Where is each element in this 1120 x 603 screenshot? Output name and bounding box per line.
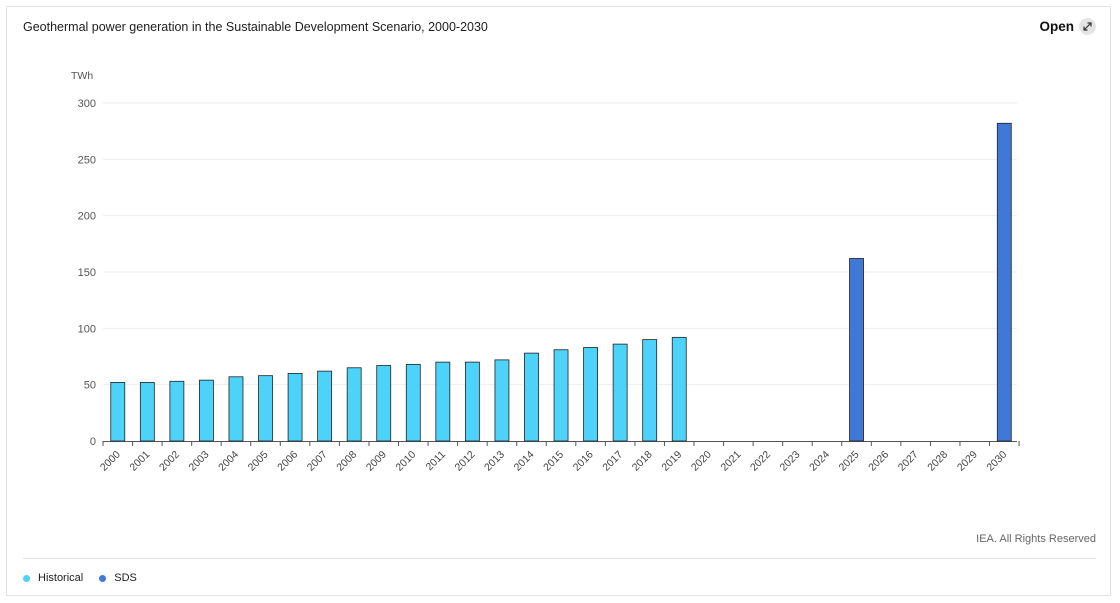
x-tick-label-2004: 2004	[216, 449, 241, 474]
x-tick-label-2009: 2009	[364, 449, 389, 474]
x-tick-label-2028: 2028	[925, 449, 950, 474]
bar-historical-2001	[139, 382, 155, 442]
chart-title: Geothermal power generation in the Susta…	[23, 20, 488, 34]
bar-historical-2004	[228, 376, 244, 442]
y-tick-label: 100	[78, 323, 96, 335]
x-tick-label-2010: 2010	[393, 449, 418, 474]
y-tick-label: 150	[78, 267, 96, 279]
open-label: Open	[1039, 19, 1074, 34]
legend-item-historical[interactable]: Historical	[23, 572, 83, 584]
x-tick-label-2016: 2016	[571, 449, 596, 474]
bar-historical-2008	[346, 367, 362, 442]
x-tick-label-2014: 2014	[512, 449, 537, 474]
legend-swatch-sds	[99, 574, 107, 582]
chart-card: Geothermal power generation in the Susta…	[6, 6, 1111, 596]
bar-historical-2000	[110, 382, 126, 442]
copyright-note: IEA. All Rights Reserved	[976, 533, 1096, 545]
x-tick-label-2017: 2017	[600, 449, 625, 474]
bar-historical-2003	[199, 379, 214, 442]
bar-historical-2015	[553, 349, 569, 442]
open-button[interactable]: Open	[1039, 18, 1096, 35]
bar-sds-2025	[849, 258, 864, 442]
x-tick-label-2022: 2022	[748, 449, 773, 474]
x-tick-label-2015: 2015	[541, 449, 566, 474]
bar-historical-2011	[435, 361, 451, 442]
bar-historical-2017	[612, 343, 628, 442]
y-tick-label: 300	[78, 98, 96, 110]
legend-label-sds: SDS	[114, 572, 137, 584]
bar-historical-2013	[494, 359, 510, 442]
bar-historical-2002	[169, 380, 185, 442]
x-tick-label-2024: 2024	[807, 449, 832, 474]
x-tick-label-2012: 2012	[453, 449, 478, 474]
x-tick-label-2018: 2018	[630, 449, 655, 474]
x-tick-label-2029: 2029	[955, 449, 980, 474]
x-tick-label-2002: 2002	[157, 449, 182, 474]
x-tick-label-2027: 2027	[896, 449, 921, 474]
bar-historical-2019	[671, 336, 687, 442]
bar-historical-2016	[583, 347, 598, 442]
x-tick-label-2001: 2001	[127, 449, 152, 474]
bar-historical-2006	[287, 372, 303, 442]
legend-divider	[23, 558, 1096, 559]
chart-legend: Historical SDS	[23, 572, 137, 584]
expand-arrow-icon	[1079, 18, 1096, 35]
x-tick-label-2020: 2020	[689, 449, 714, 474]
bar-historical-2014	[524, 352, 539, 442]
bar-historical-2005	[258, 375, 273, 442]
y-tick-label: 200	[78, 211, 96, 223]
bar-historical-2012	[464, 361, 480, 442]
x-tick-label-2008: 2008	[334, 449, 359, 474]
x-tick-label-2005: 2005	[246, 449, 271, 474]
bar-historical-2010	[405, 363, 421, 442]
x-tick-label-2003: 2003	[187, 449, 212, 474]
bar-historical-2018	[642, 339, 658, 442]
y-tick-label: 0	[90, 436, 96, 448]
x-tick-label-2019: 2019	[659, 449, 684, 474]
legend-swatch-historical	[23, 574, 30, 582]
x-tick-label-2006: 2006	[275, 449, 300, 474]
x-tick-label-2025: 2025	[837, 449, 862, 474]
x-tick-label-2000: 2000	[98, 449, 123, 474]
x-tick-label-2007: 2007	[305, 449, 330, 474]
x-tick-label-2021: 2021	[718, 449, 743, 474]
x-tick-label-2011: 2011	[423, 449, 448, 474]
x-tick-label-2026: 2026	[866, 449, 891, 474]
bar-historical-2009	[376, 365, 392, 442]
x-tick-label-2023: 2023	[778, 449, 803, 474]
legend-item-sds[interactable]: SDS	[99, 572, 137, 584]
bar-historical-2007	[317, 370, 333, 442]
bar-sds-2030	[996, 122, 1012, 442]
y-axis-unit-label: TWh	[71, 70, 93, 82]
x-tick-label-2030: 2030	[984, 449, 1009, 474]
legend-label-historical: Historical	[38, 572, 84, 584]
x-tick-label-2013: 2013	[482, 449, 507, 474]
y-tick-label: 50	[84, 380, 96, 392]
y-tick-label: 250	[78, 154, 96, 166]
